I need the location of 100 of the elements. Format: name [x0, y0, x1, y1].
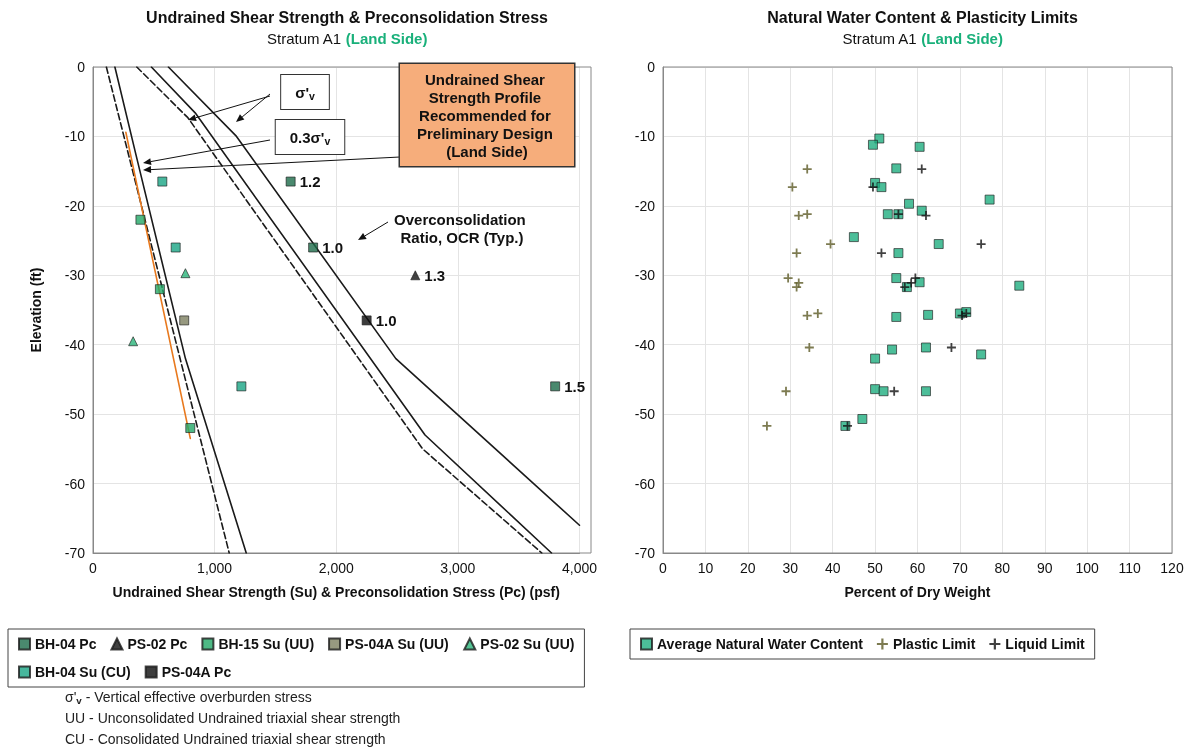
- point: [976, 239, 986, 249]
- point: [868, 139, 878, 150]
- annotation: 1.0: [375, 311, 397, 329]
- point: [185, 423, 196, 433]
- y-tick-label: -60: [634, 475, 656, 492]
- point: [180, 268, 191, 279]
- point: [361, 315, 372, 326]
- y-tick-label: -20: [634, 197, 656, 214]
- point: [906, 278, 916, 288]
- point: [792, 248, 802, 258]
- point: [923, 309, 933, 320]
- x-tick-label: 110: [1118, 560, 1141, 576]
- x-tick-label: 120: [1160, 560, 1184, 576]
- y-axis-title: Elevation (ft): [28, 267, 44, 353]
- y-tick-label: 0: [77, 59, 86, 75]
- point: [984, 194, 995, 205]
- y-tick-label: -10: [64, 128, 86, 145]
- legend-label: Plastic Limit: [892, 636, 976, 652]
- point: [128, 336, 139, 347]
- x-tick-label: 3,000: [440, 560, 476, 576]
- point: [870, 353, 880, 364]
- x-tick-label: 50: [867, 560, 884, 576]
- x-tick-label: 100: [1075, 560, 1100, 576]
- y-tick-label: -50: [634, 406, 656, 423]
- x-axis-title: Percent of Dry Weight: [844, 584, 991, 600]
- x-tick-label: 0: [659, 560, 668, 576]
- point: [891, 163, 902, 174]
- point: [762, 421, 772, 431]
- y-tick-label: -30: [634, 267, 656, 284]
- annotation: 1.5: [564, 377, 586, 395]
- point: [236, 381, 247, 392]
- y-tick-label: -70: [64, 545, 86, 561]
- point: [933, 239, 944, 249]
- annotation: 1.2: [299, 173, 321, 191]
- legend-label: Liquid Limit: [1005, 636, 1086, 652]
- point: [787, 182, 797, 192]
- x-tick-label: 60: [909, 560, 926, 576]
- point: [914, 141, 925, 152]
- x-tick-label: 4,000: [561, 560, 598, 576]
- y-tick-label: -40: [64, 336, 86, 353]
- legend-label: BH-04 Pc: [35, 636, 97, 652]
- legend-label: PS-04A Pc: [161, 664, 232, 680]
- legend-label: PS-02 Pc: [127, 636, 188, 652]
- point: [891, 312, 902, 322]
- y-tick-label: 0: [647, 59, 656, 75]
- x-tick-label: 90: [1036, 560, 1053, 576]
- x-tick-label: 10: [697, 560, 714, 576]
- point: [550, 381, 561, 392]
- x-tick-label: 80: [994, 560, 1011, 576]
- y-tick-label: -50: [64, 406, 86, 423]
- point: [792, 282, 802, 292]
- annotation: 1.3: [424, 266, 446, 284]
- point: [921, 342, 931, 353]
- point: [891, 273, 902, 283]
- point: [179, 315, 190, 326]
- point: [783, 273, 793, 283]
- legend-label: BH-04 Su (CU): [35, 664, 131, 680]
- x-tick-label: 20: [740, 560, 756, 576]
- chart-subtitle: Stratum A1 (Land Side): [842, 30, 1003, 47]
- point: [868, 182, 878, 192]
- point: [904, 198, 914, 209]
- y-tick-label: -70: [634, 545, 656, 561]
- legend-label: BH-15 Su (UU): [218, 636, 315, 652]
- point: [154, 284, 165, 295]
- point: [976, 349, 987, 360]
- point: [916, 205, 927, 216]
- chart-subtitle: Stratum A1 (Land Side): [266, 30, 428, 47]
- y-tick-label: -20: [64, 197, 86, 214]
- legend-label: PS-04A Su (UU): [345, 636, 449, 652]
- point: [887, 344, 897, 355]
- y-tick-label: -10: [634, 128, 656, 145]
- point: [802, 164, 812, 174]
- point: [878, 386, 889, 397]
- y-tick-label: -40: [634, 336, 656, 353]
- y-tick-label: -60: [64, 475, 86, 492]
- line-series: [114, 66, 248, 554]
- point: [1014, 280, 1025, 291]
- point: [921, 386, 931, 397]
- annotation: 1.0: [322, 239, 343, 257]
- point: [285, 176, 296, 187]
- chart-title: Natural Water Content & Plasticity Limits: [767, 8, 1078, 26]
- x-tick-label: 40: [824, 560, 841, 576]
- x-tick-label: 2,000: [318, 560, 354, 576]
- point: [893, 248, 904, 258]
- x-tick-label: 70: [952, 560, 968, 576]
- x-tick-label: 0: [89, 560, 98, 576]
- point: [917, 164, 927, 174]
- annotation: Overconsolidation Ratio, OCR (Typ.): [394, 210, 530, 246]
- chart-title: Undrained Shear Strength & Preconsolidation Stress: [146, 8, 549, 26]
- legend-label: PS-02 Su (UU): [480, 636, 575, 652]
- point: [802, 209, 812, 219]
- legend-label: Average Natural Water Content: [657, 636, 864, 652]
- y-tick-label: -30: [64, 267, 86, 284]
- point: [882, 209, 893, 220]
- point: [781, 386, 791, 396]
- point: [848, 232, 859, 242]
- x-tick-label: 30: [782, 560, 799, 576]
- x-axis-title: Undrained Shear Strength (Su) & Preconsolidation Stress (Pc) (psf): [112, 584, 560, 600]
- point: [170, 242, 181, 253]
- annotation: Undrained Shear Strength Profile Recommended for Preliminary Design (Land Side): [416, 70, 558, 160]
